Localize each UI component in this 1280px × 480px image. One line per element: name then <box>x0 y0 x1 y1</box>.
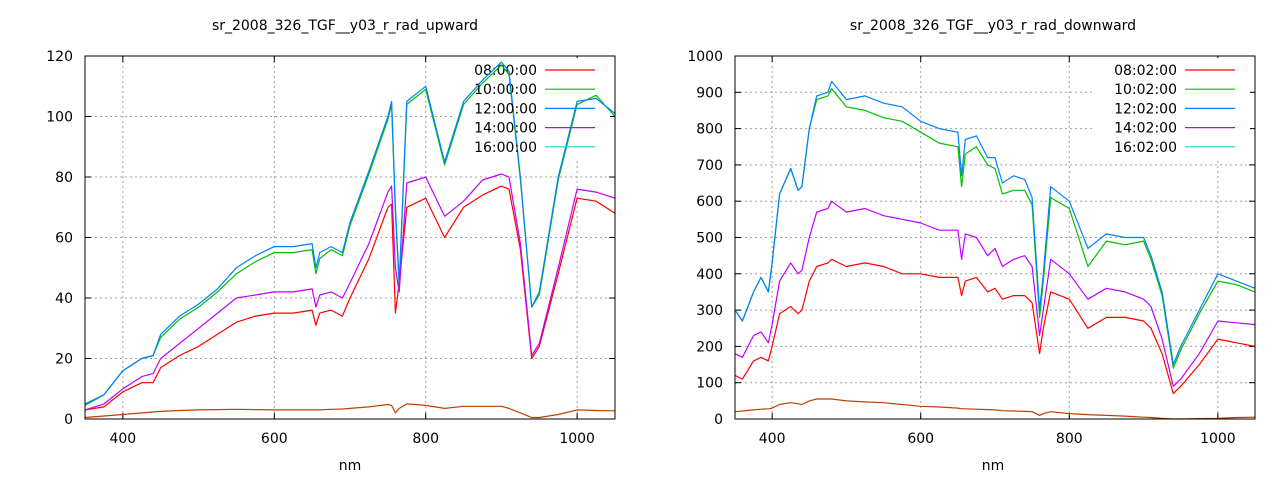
legend-label: 10:00:00 <box>474 82 537 98</box>
y-tick-label: 20 <box>55 352 73 368</box>
legend-label: 14:00:00 <box>474 121 537 137</box>
series-line-120000 <box>84 61 616 405</box>
y-tick-label: 800 <box>696 122 723 138</box>
x-tick-label: 1000 <box>1200 431 1236 447</box>
y-tick-label: 100 <box>46 110 73 126</box>
plot-frame <box>734 55 1256 420</box>
y-tick-label: 200 <box>696 339 723 355</box>
x-tick-label: 400 <box>109 431 136 447</box>
x-axis-label: nm <box>982 458 1005 474</box>
y-tick-label: 700 <box>696 158 723 174</box>
x-tick-label: 400 <box>759 431 786 447</box>
series-line-160200 <box>734 398 1256 420</box>
x-tick-label: 1000 <box>559 431 595 447</box>
legend-label: 16:02:00 <box>1114 140 1177 156</box>
series-line-140000 <box>84 173 616 411</box>
y-tick-label: 80 <box>55 170 73 186</box>
y-tick-label: 0 <box>64 412 73 428</box>
y-tick-label: 1000 <box>687 49 723 65</box>
series-line-140200 <box>734 200 1256 387</box>
legend-label: 12:00:00 <box>474 101 537 117</box>
x-tick-label: 800 <box>412 431 439 447</box>
y-tick-label: 40 <box>55 291 73 307</box>
y-tick-label: 500 <box>696 231 723 247</box>
upward-radiance-chart: sr_2008_326_TGF__y03_r_rad_upward nm 400… <box>46 18 616 474</box>
legend-label: 10:02:00 <box>1114 82 1177 98</box>
chart-title: sr_2008_326_TGF__y03_r_rad_upward <box>212 18 478 34</box>
y-tick-label: 100 <box>696 376 723 392</box>
legend-label: 14:02:00 <box>1114 121 1177 137</box>
y-tick-label: 120 <box>46 49 73 65</box>
y-tick-label: 900 <box>696 85 723 101</box>
y-tick-label: 0 <box>714 412 723 428</box>
legend-label: 08:02:00 <box>1114 63 1177 79</box>
legend-label: 16:00:00 <box>474 140 537 156</box>
x-tick-label: 800 <box>1056 431 1083 447</box>
downward-radiance-chart: sr_2008_326_TGF__y03_r_rad_downward nm 4… <box>687 18 1256 474</box>
y-tick-label: 600 <box>696 194 723 210</box>
y-tick-label: 400 <box>696 267 723 283</box>
series-line-120200 <box>734 80 1256 366</box>
y-tick-label: 60 <box>55 231 73 247</box>
series-line-080000 <box>84 185 616 411</box>
x-tick-label: 600 <box>907 431 934 447</box>
legend-label: 12:02:00 <box>1114 101 1177 117</box>
x-tick-label: 600 <box>261 431 288 447</box>
chart-title: sr_2008_326_TGF__y03_r_rad_downward <box>850 18 1136 34</box>
series-line-160000 <box>84 403 616 419</box>
x-axis-label: nm <box>339 458 362 474</box>
plot-frame <box>84 55 616 420</box>
series-line-080200 <box>734 258 1256 395</box>
y-tick-label: 300 <box>696 303 723 319</box>
